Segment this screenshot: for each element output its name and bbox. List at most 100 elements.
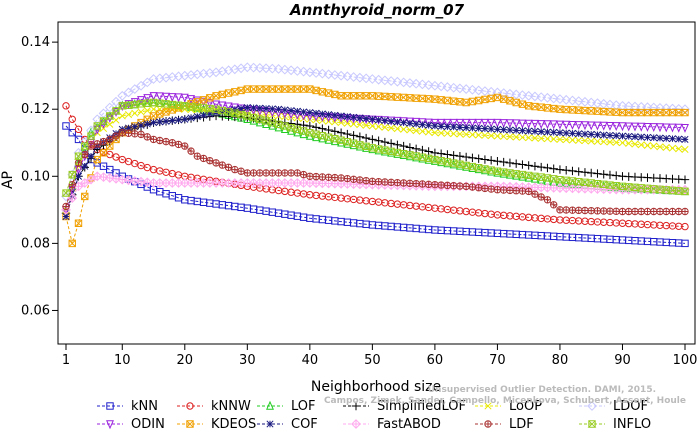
data-point <box>556 135 564 143</box>
data-point <box>400 119 408 127</box>
data-point <box>437 129 445 137</box>
data-point <box>549 175 559 183</box>
data-point <box>375 116 383 124</box>
data-point <box>612 171 621 180</box>
y-tick-label: 0.12 <box>21 102 50 117</box>
data-point <box>386 139 396 148</box>
data-point <box>418 127 426 135</box>
data-point <box>106 402 114 410</box>
data-point <box>512 133 520 141</box>
data-point <box>174 93 183 103</box>
data-point <box>156 188 164 196</box>
data-point <box>106 165 114 174</box>
data-point <box>681 135 689 143</box>
data-point <box>592 98 603 109</box>
data-point <box>299 85 308 93</box>
data-point <box>493 125 501 133</box>
data-point <box>593 121 602 131</box>
data-point <box>606 207 614 215</box>
data-point <box>323 69 334 80</box>
data-point <box>74 219 83 227</box>
data-point <box>224 102 233 112</box>
data-point <box>218 108 226 116</box>
data-point <box>606 121 614 131</box>
data-point <box>581 130 589 138</box>
data-point <box>199 96 208 104</box>
data-point <box>418 180 427 188</box>
data-point <box>600 131 608 139</box>
data-point <box>331 174 339 182</box>
data-point <box>99 138 108 146</box>
data-point <box>368 135 377 144</box>
data-point <box>250 104 258 112</box>
data-point <box>618 139 627 147</box>
data-point <box>562 129 570 137</box>
data-point <box>181 142 189 150</box>
data-point <box>306 172 314 180</box>
data-point <box>424 118 433 128</box>
data-point <box>455 118 464 128</box>
data-point <box>543 135 551 143</box>
data-point <box>261 63 271 74</box>
data-point <box>81 192 89 201</box>
data-point <box>462 98 470 107</box>
data-point <box>567 95 578 106</box>
data-point <box>612 132 620 140</box>
data-point <box>512 98 520 107</box>
data-point <box>418 94 427 103</box>
legend-label: INFLO <box>613 417 651 432</box>
x-tick-label: 30 <box>239 353 256 368</box>
data-point <box>118 129 126 137</box>
x-tick-label: 1 <box>62 353 70 368</box>
data-point <box>406 179 414 187</box>
data-point <box>206 157 214 165</box>
data-point <box>124 101 133 109</box>
legend-item: KDEOS <box>177 417 256 432</box>
legend-item: LoOP <box>475 399 542 414</box>
data-point <box>73 147 84 158</box>
data-point <box>580 168 590 177</box>
data-point <box>637 133 645 141</box>
data-point <box>605 170 615 180</box>
x-axis-label: Neighborhood size <box>311 379 441 395</box>
series-line <box>65 115 686 214</box>
data-point <box>361 133 371 143</box>
data-point <box>681 123 689 133</box>
data-point <box>662 207 670 216</box>
data-point <box>562 120 571 130</box>
data-point <box>242 62 253 73</box>
data-point <box>354 72 365 83</box>
data-point <box>393 140 402 149</box>
data-point <box>637 207 645 216</box>
data-point <box>518 160 527 169</box>
data-point <box>193 152 202 160</box>
data-point <box>143 106 151 115</box>
data-point <box>475 131 483 139</box>
data-point <box>318 173 327 181</box>
data-point <box>631 122 639 132</box>
data-point <box>636 101 647 112</box>
data-point <box>106 420 114 430</box>
data-point <box>406 126 414 134</box>
data-point <box>168 117 176 125</box>
series-knnw <box>62 102 689 231</box>
x-axis: 1 10 20 30 40 50 60 70 80 90 100 <box>62 344 697 368</box>
data-point <box>536 162 546 172</box>
data-point <box>680 175 690 184</box>
data-point <box>518 187 527 195</box>
data-point <box>537 193 545 201</box>
data-point <box>481 95 489 104</box>
data-point <box>442 82 453 92</box>
data-point <box>393 125 401 133</box>
data-point <box>292 66 303 76</box>
data-point <box>518 133 526 141</box>
data-point <box>443 129 451 137</box>
data-point <box>193 106 201 114</box>
data-point <box>524 161 533 170</box>
data-point <box>431 129 439 137</box>
data-point <box>87 152 95 160</box>
data-point <box>431 181 439 189</box>
data-point <box>312 173 320 181</box>
legend-item: kNNW <box>177 399 251 414</box>
data-point <box>304 67 315 78</box>
